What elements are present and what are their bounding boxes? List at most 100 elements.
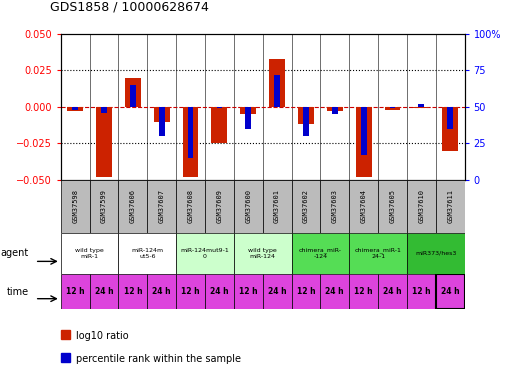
Bar: [67, 107, 83, 111]
Bar: [349, 232, 407, 274]
Text: percentile rank within the sample: percentile rank within the sample: [76, 354, 241, 364]
Bar: [154, 107, 169, 122]
Bar: [96, 107, 112, 177]
Bar: [320, 274, 349, 309]
Text: GSM37607: GSM37607: [159, 189, 165, 223]
Text: wild type
miR-1: wild type miR-1: [75, 248, 104, 258]
Text: miR373/hes3: miR373/hes3: [415, 251, 457, 256]
Text: 24 h: 24 h: [441, 287, 459, 296]
Bar: [356, 107, 372, 177]
Text: GSM37603: GSM37603: [332, 189, 338, 223]
Bar: [447, 107, 453, 129]
Text: 12 h: 12 h: [181, 287, 200, 296]
Bar: [291, 232, 349, 274]
Bar: [349, 274, 378, 309]
Bar: [72, 107, 78, 110]
Bar: [263, 274, 291, 309]
Bar: [118, 232, 176, 274]
Bar: [390, 107, 395, 108]
Text: 12 h: 12 h: [66, 287, 84, 296]
Text: GDS1858 / 10000628674: GDS1858 / 10000628674: [50, 0, 209, 13]
Text: GSM37604: GSM37604: [361, 189, 366, 223]
Text: 12 h: 12 h: [412, 287, 431, 296]
Bar: [291, 180, 320, 232]
Bar: [407, 232, 465, 274]
Bar: [176, 180, 205, 232]
Bar: [90, 180, 118, 232]
Text: GSM37600: GSM37600: [245, 189, 251, 223]
Bar: [205, 180, 234, 232]
Bar: [407, 274, 436, 309]
Text: 24 h: 24 h: [210, 287, 229, 296]
Bar: [246, 107, 251, 129]
Bar: [349, 180, 378, 232]
Text: 24 h: 24 h: [153, 287, 171, 296]
Bar: [234, 274, 262, 309]
Bar: [187, 107, 193, 158]
Bar: [205, 274, 234, 309]
Bar: [274, 75, 280, 107]
Bar: [332, 107, 338, 114]
Bar: [90, 274, 118, 309]
Bar: [147, 274, 176, 309]
Text: 12 h: 12 h: [297, 287, 315, 296]
Text: 12 h: 12 h: [354, 287, 373, 296]
Bar: [442, 107, 458, 151]
Text: miR-124m
ut5-6: miR-124m ut5-6: [131, 248, 163, 258]
Bar: [61, 180, 90, 232]
Bar: [407, 180, 436, 232]
Bar: [176, 232, 234, 274]
Bar: [361, 107, 366, 155]
Bar: [384, 107, 400, 110]
Bar: [378, 274, 407, 309]
Text: time: time: [7, 286, 29, 297]
Bar: [327, 107, 343, 111]
Bar: [212, 107, 228, 144]
Text: GSM37610: GSM37610: [418, 189, 425, 223]
Text: 24 h: 24 h: [383, 287, 402, 296]
Bar: [216, 107, 222, 108]
Bar: [159, 107, 165, 136]
Text: 12 h: 12 h: [239, 287, 258, 296]
Text: chimera_miR-
-124: chimera_miR- -124: [299, 248, 342, 259]
Bar: [303, 107, 309, 136]
Bar: [291, 274, 320, 309]
Bar: [240, 107, 256, 114]
Bar: [378, 180, 407, 232]
Text: GSM37598: GSM37598: [72, 189, 78, 223]
Bar: [147, 180, 176, 232]
Text: 12 h: 12 h: [124, 287, 142, 296]
Bar: [234, 232, 291, 274]
Bar: [176, 274, 205, 309]
Bar: [263, 180, 291, 232]
Text: 24 h: 24 h: [95, 287, 114, 296]
Text: GSM37601: GSM37601: [274, 189, 280, 223]
Text: chimera_miR-1
24-1: chimera_miR-1 24-1: [355, 248, 401, 259]
Bar: [436, 180, 465, 232]
Text: 24 h: 24 h: [325, 287, 344, 296]
Bar: [61, 232, 118, 274]
Bar: [125, 78, 141, 107]
Bar: [269, 58, 285, 107]
Bar: [234, 180, 262, 232]
Bar: [61, 274, 90, 309]
Bar: [118, 180, 147, 232]
Bar: [118, 274, 147, 309]
Bar: [298, 107, 314, 124]
Text: GSM37599: GSM37599: [101, 189, 107, 223]
Text: GSM37602: GSM37602: [303, 189, 309, 223]
Text: log10 ratio: log10 ratio: [76, 332, 128, 341]
Text: agent: agent: [1, 248, 29, 258]
Text: GSM37611: GSM37611: [447, 189, 453, 223]
Text: miR-124mut9-1
0: miR-124mut9-1 0: [181, 248, 229, 258]
Text: GSM37609: GSM37609: [216, 189, 222, 223]
Text: GSM37605: GSM37605: [390, 189, 395, 223]
Bar: [183, 107, 199, 177]
Text: GSM37606: GSM37606: [130, 189, 136, 223]
Bar: [413, 107, 429, 108]
Bar: [130, 85, 136, 107]
Text: 24 h: 24 h: [268, 287, 286, 296]
Text: GSM37608: GSM37608: [187, 189, 194, 223]
Bar: [101, 107, 107, 113]
Text: wild type
miR-124: wild type miR-124: [248, 248, 277, 258]
